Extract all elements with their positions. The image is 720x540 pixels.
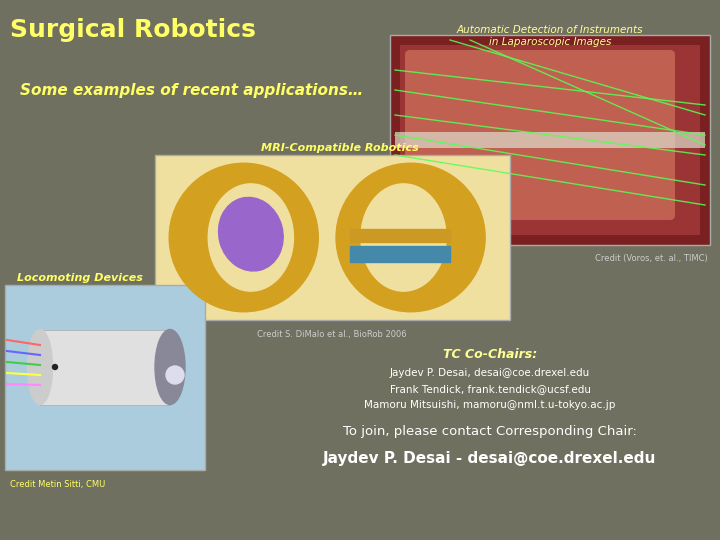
Ellipse shape — [169, 163, 318, 312]
Text: Mamoru Mitsuishi, mamoru@nml.t.u-tokyo.ac.jp: Mamoru Mitsuishi, mamoru@nml.t.u-tokyo.a… — [364, 400, 616, 410]
Bar — [400, 45, 700, 235]
Bar — [5, 285, 205, 470]
Ellipse shape — [166, 366, 184, 384]
Text: Jaydev P. Desai, desai@coe.drexel.edu: Jaydev P. Desai, desai@coe.drexel.edu — [390, 368, 590, 378]
Ellipse shape — [27, 329, 53, 404]
Text: Some examples of recent applications…: Some examples of recent applications… — [20, 83, 364, 98]
Text: TC Co-Chairs:: TC Co-Chairs: — [443, 348, 537, 361]
Text: Surgical Robotics: Surgical Robotics — [10, 18, 256, 42]
Ellipse shape — [155, 329, 185, 404]
Ellipse shape — [219, 198, 283, 271]
Ellipse shape — [53, 364, 58, 369]
Bar — [155, 155, 510, 320]
Text: Credit S. DiMalo et al., BioRob 2006: Credit S. DiMalo et al., BioRob 2006 — [257, 329, 407, 339]
Bar — [390, 35, 710, 245]
Text: Jaydev P. Desai - desai@coe.drexel.edu: Jaydev P. Desai - desai@coe.drexel.edu — [323, 450, 657, 465]
Text: Automatic Detection of Instruments
in Laparoscopic Images: Automatic Detection of Instruments in La… — [456, 25, 643, 46]
Text: To join, please contact Corresponding Chair:: To join, please contact Corresponding Ch… — [343, 426, 637, 438]
Bar — [40, 330, 170, 405]
Text: Credit (Voros, et. al., TIMC): Credit (Voros, et. al., TIMC) — [595, 254, 708, 264]
Ellipse shape — [361, 184, 446, 291]
FancyBboxPatch shape — [405, 50, 675, 220]
Ellipse shape — [208, 184, 294, 291]
Text: Credit Metin Sitti, CMU: Credit Metin Sitti, CMU — [10, 480, 105, 489]
Bar — [350, 246, 450, 262]
Text: Locomoting Devices: Locomoting Devices — [17, 273, 143, 283]
Text: MRI-Compatible Robotics: MRI-Compatible Robotics — [261, 143, 419, 153]
Bar — [350, 230, 450, 242]
Ellipse shape — [336, 163, 485, 312]
Text: Frank Tendick, frank.tendick@ucsf.edu: Frank Tendick, frank.tendick@ucsf.edu — [390, 384, 590, 394]
Bar — [395, 132, 705, 148]
